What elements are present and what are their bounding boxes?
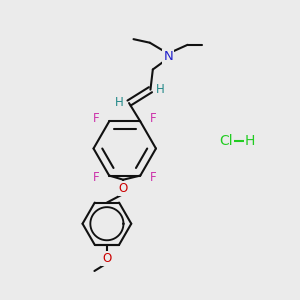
Text: Cl: Cl (219, 134, 232, 148)
Text: O: O (118, 182, 128, 195)
Text: F: F (93, 170, 100, 184)
Text: F: F (149, 170, 156, 184)
Text: H: H (245, 134, 255, 148)
Text: H: H (115, 96, 124, 109)
Text: O: O (102, 252, 112, 265)
Text: H: H (156, 82, 164, 96)
Text: F: F (93, 112, 100, 125)
Text: N: N (164, 50, 173, 64)
Text: F: F (149, 112, 156, 125)
